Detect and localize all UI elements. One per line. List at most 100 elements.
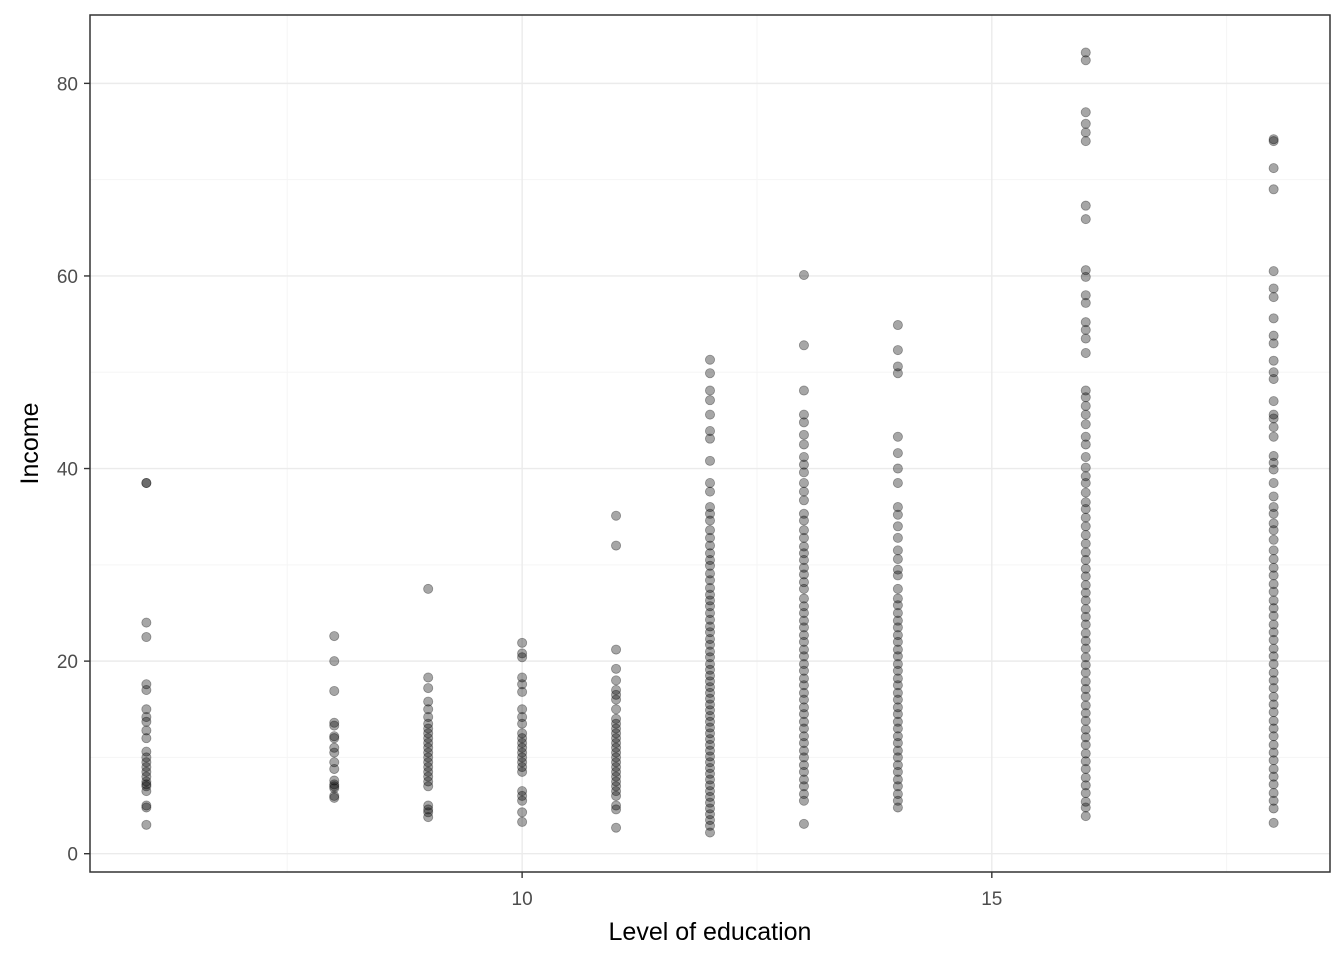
data-point <box>705 652 716 663</box>
data-point <box>517 816 528 827</box>
data-point <box>141 716 152 727</box>
data-point <box>1080 419 1091 430</box>
data-point <box>1080 477 1091 488</box>
data-point <box>1080 571 1091 582</box>
data-point <box>1268 373 1279 384</box>
data-point <box>517 679 528 690</box>
data-point <box>1080 439 1091 450</box>
data-point <box>1080 503 1091 514</box>
data-point <box>705 601 716 612</box>
data-point <box>798 269 809 280</box>
data-point <box>705 595 716 606</box>
data-point <box>1080 748 1091 759</box>
data-point <box>798 636 809 647</box>
data-point <box>892 694 903 705</box>
data-point <box>892 509 903 520</box>
data-point <box>705 687 716 698</box>
data-point <box>705 670 716 681</box>
data-point <box>611 766 622 777</box>
data-point <box>798 340 809 351</box>
data-point <box>1080 127 1091 138</box>
data-point <box>329 742 340 753</box>
data-point <box>1080 392 1091 403</box>
data-point <box>329 792 340 803</box>
data-point <box>1268 747 1279 758</box>
data-point <box>892 723 903 734</box>
data-point <box>1268 562 1279 573</box>
data-point <box>892 766 903 777</box>
data-point <box>1268 409 1279 420</box>
data-point <box>798 477 809 488</box>
data-point <box>141 617 152 628</box>
data-point <box>705 774 716 785</box>
data-point <box>517 752 528 763</box>
data-point <box>892 636 903 647</box>
data-point <box>1268 330 1279 341</box>
data-point <box>705 705 716 716</box>
data-point <box>1080 47 1091 58</box>
data-point <box>1268 413 1279 424</box>
data-point <box>798 525 809 536</box>
data-point <box>517 686 528 697</box>
data-point <box>1268 595 1279 606</box>
data-point <box>892 752 903 763</box>
data-point <box>423 711 434 722</box>
data-point <box>1268 184 1279 195</box>
data-point <box>705 815 716 826</box>
data-point <box>1080 788 1091 799</box>
data-point <box>1080 724 1091 735</box>
y-axis: 0 20 40 60 80 <box>57 74 90 866</box>
data-point <box>1080 547 1091 558</box>
data-point <box>1080 497 1091 508</box>
data-point <box>141 477 152 488</box>
data-point <box>705 757 716 768</box>
data-point <box>1080 451 1091 462</box>
data-point <box>892 532 903 543</box>
data-point <box>705 568 716 579</box>
data-point <box>892 665 903 676</box>
data-point <box>1268 788 1279 799</box>
data-point <box>517 737 528 748</box>
data-point <box>329 779 340 790</box>
data-point <box>798 737 809 748</box>
data-point <box>611 762 622 773</box>
data-point <box>141 746 152 757</box>
data-point <box>1080 691 1091 702</box>
data-point <box>1080 811 1091 822</box>
data-point <box>1080 667 1091 678</box>
data-point <box>423 776 434 787</box>
data-point <box>892 431 903 442</box>
data-point <box>892 554 903 565</box>
data-point <box>705 486 716 497</box>
data-point <box>1268 525 1279 536</box>
data-point <box>798 818 809 829</box>
data-point <box>1080 802 1091 813</box>
data-point <box>611 663 622 674</box>
data-point <box>892 709 903 720</box>
data-point <box>329 757 340 768</box>
data-point <box>705 716 716 727</box>
data-point <box>423 672 434 683</box>
data-point <box>611 713 622 724</box>
data-point <box>798 385 809 396</box>
data-point <box>1080 563 1091 574</box>
data-point <box>1080 732 1091 743</box>
data-point <box>705 560 716 571</box>
data-point <box>517 742 528 753</box>
data-point <box>611 790 622 801</box>
data-point <box>705 803 716 814</box>
data-point <box>423 771 434 782</box>
data-point <box>1268 431 1279 442</box>
data-point <box>892 795 903 806</box>
data-point <box>892 345 903 356</box>
data-point <box>141 752 152 763</box>
data-point <box>1268 683 1279 694</box>
data-point <box>423 766 434 777</box>
data-point <box>141 776 152 787</box>
data-point <box>1080 772 1091 783</box>
data-point <box>798 789 809 800</box>
data-point <box>1080 487 1091 498</box>
data-point <box>1268 579 1279 590</box>
